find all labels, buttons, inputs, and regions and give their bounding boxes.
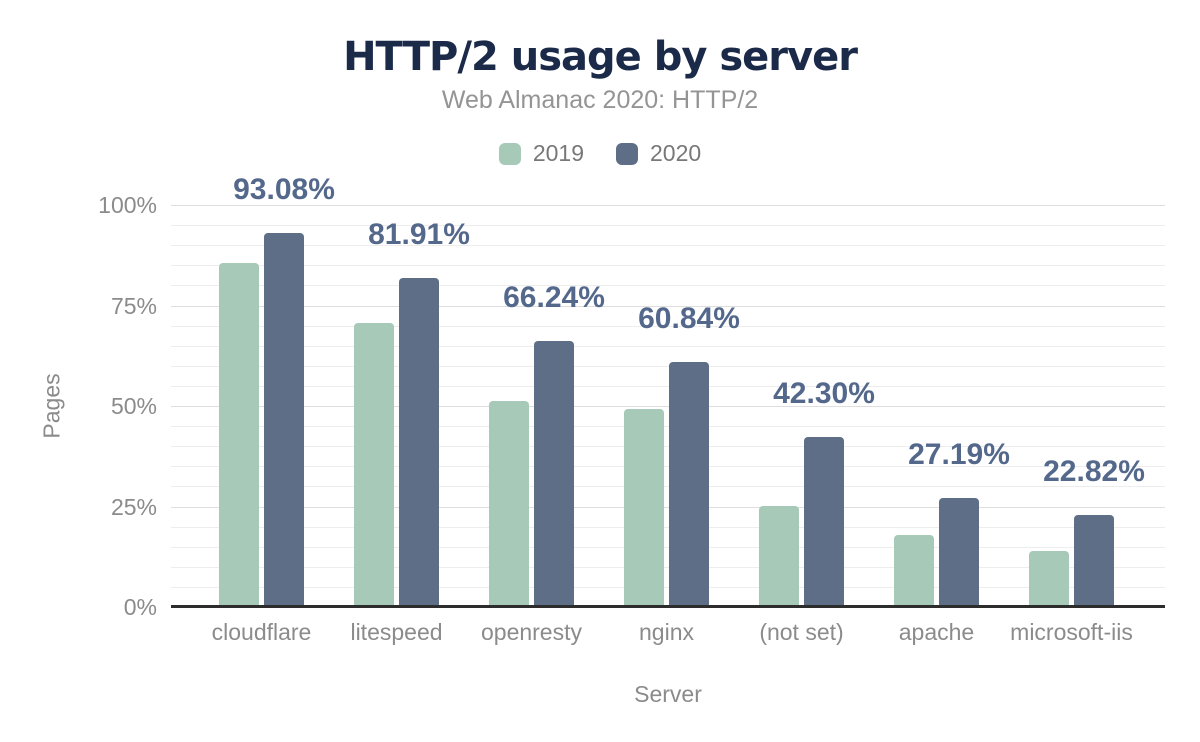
value-label-microsoft-iis: 22.82% — [1043, 455, 1145, 489]
value-label-nginx: 60.84% — [638, 302, 740, 336]
bar-2019-apache[interactable] — [894, 535, 934, 607]
gridline-major-100 — [171, 205, 1165, 206]
gridline-minor-65 — [171, 345, 1165, 347]
bar-2019-(not set)[interactable] — [759, 506, 799, 607]
plot-area — [171, 205, 1165, 607]
y-tick-label-25%: 25% — [110, 493, 157, 520]
gridline-minor-30 — [171, 486, 1165, 488]
chart-subtitle: Web Almanac 2020: HTTP/2 — [441, 86, 759, 114]
legend: 2019 2020 — [0, 140, 1200, 167]
gridline-minor-45 — [171, 426, 1165, 428]
bar-2019-litespeed[interactable] — [354, 323, 394, 607]
value-label-openresty: 66.24% — [503, 280, 605, 314]
value-label-apache: 27.19% — [908, 437, 1010, 471]
gridline-minor-80 — [171, 285, 1165, 287]
x-tick-label-cloudflare: cloudflare — [211, 619, 312, 645]
x-tick-label-(not set): (not set) — [759, 619, 844, 645]
y-tick-label-0%: 0% — [123, 594, 157, 620]
bar-2019-nginx[interactable] — [624, 409, 664, 607]
bar-2020-cloudflare[interactable] — [264, 232, 304, 607]
legend-item-2019: 2019 — [498, 140, 584, 167]
bar-2019-cloudflare[interactable] — [219, 263, 259, 607]
gridline-minor-40 — [171, 446, 1165, 448]
legend-swatch-2019 — [498, 142, 521, 165]
gridline-minor-55 — [171, 385, 1165, 387]
bar-2020-nginx[interactable] — [669, 362, 709, 607]
gridline-major-75 — [171, 305, 1165, 307]
gridline-minor-5 — [171, 586, 1165, 588]
x-tick-label-litespeed: litespeed — [350, 619, 443, 645]
x-tick-label-nginx: nginx — [639, 619, 694, 645]
legend-label-2019: 2019 — [532, 140, 584, 166]
y-tick-label-50%: 50% — [110, 393, 157, 419]
bar-2020-openresty[interactable] — [534, 340, 574, 607]
x-axis-line — [171, 605, 1165, 608]
bar-2020-litespeed[interactable] — [399, 277, 439, 607]
gridline-major-50 — [171, 406, 1165, 407]
chart-title: HTTP/2 usage by server — [343, 34, 858, 80]
gridline-minor-90 — [171, 245, 1165, 247]
legend-label-2020: 2020 — [650, 140, 702, 166]
y-tick-label-100%: 100% — [98, 192, 157, 218]
gridline-minor-20 — [171, 526, 1165, 528]
bar-2020-(not set)[interactable] — [804, 436, 844, 607]
bar-2020-microsoft-iis[interactable] — [1074, 515, 1114, 607]
value-label-litespeed: 81.91% — [368, 217, 470, 251]
gridline-minor-85 — [171, 265, 1165, 267]
legend-item-2020: 2020 — [616, 140, 701, 167]
gridline-major-25 — [171, 506, 1165, 508]
gridline-minor-60 — [171, 365, 1165, 367]
gridline-minor-15 — [171, 546, 1165, 548]
legend-swatch-2020 — [616, 142, 638, 165]
gridline-minor-35 — [171, 466, 1165, 468]
bar-2019-openresty[interactable] — [489, 401, 529, 607]
value-label-cloudflare: 93.08% — [233, 172, 335, 206]
x-tick-label-openresty: openresty — [480, 619, 582, 645]
x-tick-label-apache: apache — [898, 619, 975, 645]
gridline-minor-95 — [171, 225, 1165, 227]
y-tick-label-75%: 75% — [110, 292, 157, 319]
bar-2019-microsoft-iis[interactable] — [1029, 551, 1069, 607]
x-tick-label-microsoft-iis: microsoft-iis — [1010, 619, 1133, 645]
gridline-minor-10 — [171, 566, 1165, 568]
bar-2020-apache[interactable] — [939, 497, 979, 607]
x-axis-title: Server — [634, 681, 702, 707]
gridline-minor-70 — [171, 325, 1165, 327]
value-label-(not set): 42.30% — [773, 376, 875, 410]
